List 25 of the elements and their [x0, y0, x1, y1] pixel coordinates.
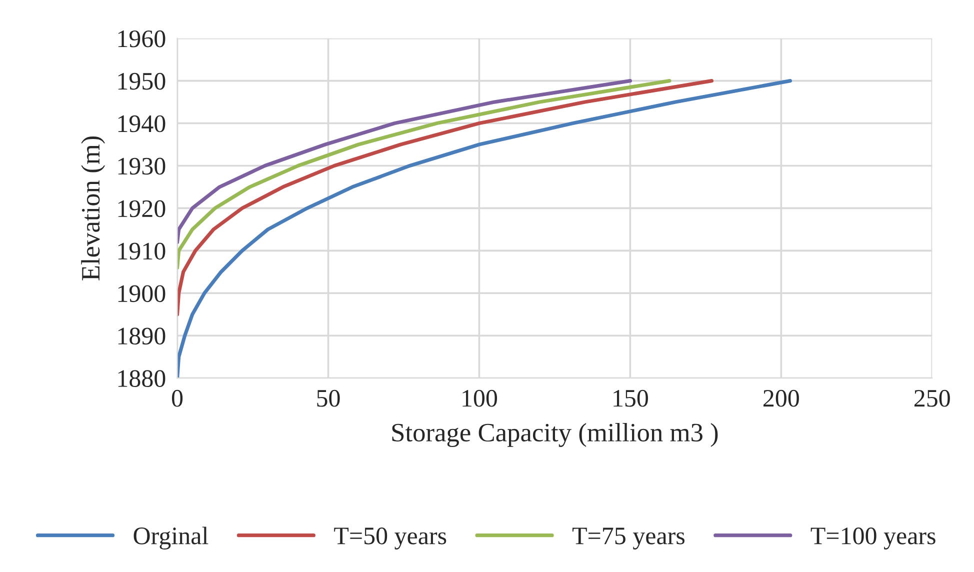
y-tick-label: 1940 [118, 115, 166, 132]
x-tick-label: 250 [914, 390, 950, 407]
x-tick-label: 0 [172, 390, 183, 407]
legend-label: T=75 years [572, 528, 684, 550]
legend-label: T=100 years [810, 527, 936, 550]
x-tick-label: 100 [462, 390, 498, 407]
x-tick-label: 50 [317, 390, 340, 407]
y-tick-label: 1930 [118, 158, 166, 175]
legend-label: Orginal [134, 526, 208, 550]
y-tick-label: 1890 [118, 328, 166, 345]
line-series [177, 78, 672, 270]
y-tick-label: 1950 [118, 72, 166, 90]
y-tick-label: 1900 [118, 285, 166, 302]
y-tick-label: 1920 [118, 200, 166, 218]
legend-label: T=50 years [334, 527, 446, 550]
line-series [177, 78, 632, 244]
line-series [177, 78, 792, 378]
y-tick-label: 1880 [118, 370, 166, 388]
y-axis-title: Elevation (m) [81, 136, 106, 280]
y-tick-label: 1960 [118, 30, 166, 48]
x-tick-label: 150 [614, 390, 648, 407]
x-tick-label: 200 [763, 390, 799, 407]
line-series [177, 78, 714, 316]
x-axis-title: Storage Capacity (million m3 ) [392, 422, 718, 447]
y-tick-label: 1910 [118, 242, 166, 260]
